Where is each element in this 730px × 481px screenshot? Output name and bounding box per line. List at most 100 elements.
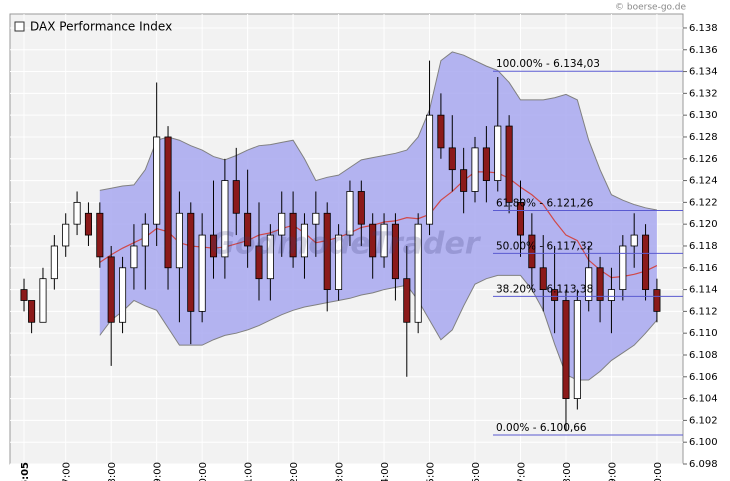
candle-body <box>187 212 195 312</box>
candle-body <box>460 169 468 192</box>
candle-body <box>209 234 218 258</box>
candle-body <box>619 245 627 290</box>
candle-body <box>607 289 615 301</box>
candle-body <box>141 223 149 247</box>
y-tick-label: 6.110 <box>689 328 718 339</box>
y-tick-label: 6.120 <box>689 219 718 230</box>
candle-body <box>653 289 661 312</box>
x-tick-label: 09:00 <box>153 462 164 481</box>
candle-body <box>50 245 58 280</box>
watermark: GodmodeTrader <box>210 227 481 262</box>
candle-body <box>596 267 604 301</box>
fib-label: 0.00% - 6.100,66 <box>496 422 587 434</box>
x-tick-label: 06:05 <box>20 462 31 481</box>
candle-body <box>232 180 240 214</box>
candle-body <box>73 201 81 225</box>
candle-body <box>244 212 252 247</box>
band-fill <box>99 51 657 381</box>
source: © boerse-go.de <box>615 3 686 13</box>
y-tick-label: 6.104 <box>689 394 718 405</box>
y-tick-label: 6.112 <box>689 306 718 317</box>
candle-body <box>28 300 36 323</box>
candle-body <box>573 300 581 399</box>
fib-label: 38.20% - 6.113,38 <box>496 283 593 295</box>
x-tick-label: 18:00 <box>562 462 573 481</box>
candle-body <box>278 212 286 236</box>
y-tick-label: 6.134 <box>689 67 718 78</box>
candle-body <box>585 267 593 301</box>
x-tick-label: 15:00 <box>426 462 437 481</box>
candle-body <box>96 212 104 258</box>
candle-body <box>426 114 434 225</box>
candle-body <box>346 191 354 236</box>
y-tick-label: 6.114 <box>689 285 718 296</box>
candle-body <box>482 147 490 181</box>
y-tick-label: 6.128 <box>689 132 718 143</box>
x-tick-label: 20:00 <box>653 462 664 481</box>
y-tick-label: 6.136 <box>689 45 718 56</box>
x-tick-label: 08:00 <box>107 462 118 481</box>
candle-body <box>335 234 343 290</box>
candle-body <box>153 136 161 225</box>
y-tick-label: 6.108 <box>689 350 718 361</box>
fib-label: 50.00% - 6.117,32 <box>496 240 593 252</box>
x-tick-label: 11:00 <box>244 462 255 481</box>
y-tick-label: 6.100 <box>689 437 718 448</box>
candle-body <box>357 191 365 225</box>
candle-body <box>551 289 559 301</box>
fib-label: 61.80% - 6.121,26 <box>496 197 594 209</box>
candle-body <box>312 212 320 225</box>
candle-body <box>505 125 513 203</box>
chart-title: DAX Performance Index <box>30 20 172 34</box>
candle-body <box>221 180 229 258</box>
candle-body <box>164 136 172 269</box>
candle-body <box>642 234 650 290</box>
x-tick-label: 12:00 <box>289 462 300 481</box>
y-tick-label: 6.124 <box>689 176 718 187</box>
candle-body <box>437 114 445 149</box>
x-tick-label: 13:00 <box>335 462 346 481</box>
y-tick-label: 6.102 <box>689 415 718 426</box>
fib-label: 100.00% - 6.134,03 <box>496 58 600 70</box>
candle-body <box>539 267 547 290</box>
candle-body <box>369 223 377 258</box>
candle-body <box>130 245 138 269</box>
legend-swatch <box>14 21 25 32</box>
y-tick-label: 6.106 <box>689 372 718 383</box>
y-tick-label: 6.138 <box>689 23 718 34</box>
x-tick-label: 17:00 <box>516 462 527 481</box>
candle-body <box>198 234 206 312</box>
candle-body <box>528 234 536 269</box>
x-tick-label: 10:00 <box>198 462 209 481</box>
y-tick-label: 6.122 <box>689 197 718 208</box>
candle-body <box>448 147 456 171</box>
candle-body <box>516 201 525 236</box>
candle-body <box>414 223 422 323</box>
y-tick-label: 6.116 <box>689 263 718 274</box>
candle-body <box>562 300 570 399</box>
y-tick-label: 6.098 <box>689 459 718 470</box>
candle-body <box>494 125 502 181</box>
candle-body <box>107 256 115 323</box>
y-tick-label: 6.118 <box>689 241 718 252</box>
candle-body <box>20 289 28 301</box>
y-tick-label: 6.130 <box>689 110 718 121</box>
candle-body <box>266 234 274 280</box>
candle-body <box>471 147 479 192</box>
candle-body <box>39 278 47 323</box>
candle-body <box>84 212 92 236</box>
y-tick-label: 6.126 <box>689 154 718 165</box>
y-tick-label: 6.132 <box>689 88 718 99</box>
band-upper <box>99 51 658 211</box>
candle-body <box>289 212 297 258</box>
candle-body <box>175 212 183 269</box>
candle-body <box>62 223 70 247</box>
candle-body <box>300 223 308 258</box>
candle-body <box>119 267 127 323</box>
x-tick-label: 07:00 <box>62 462 73 481</box>
candle-body <box>323 212 331 290</box>
x-tick-label: 19:00 <box>607 462 618 481</box>
candle-body <box>391 223 399 280</box>
candle-body <box>380 223 388 258</box>
